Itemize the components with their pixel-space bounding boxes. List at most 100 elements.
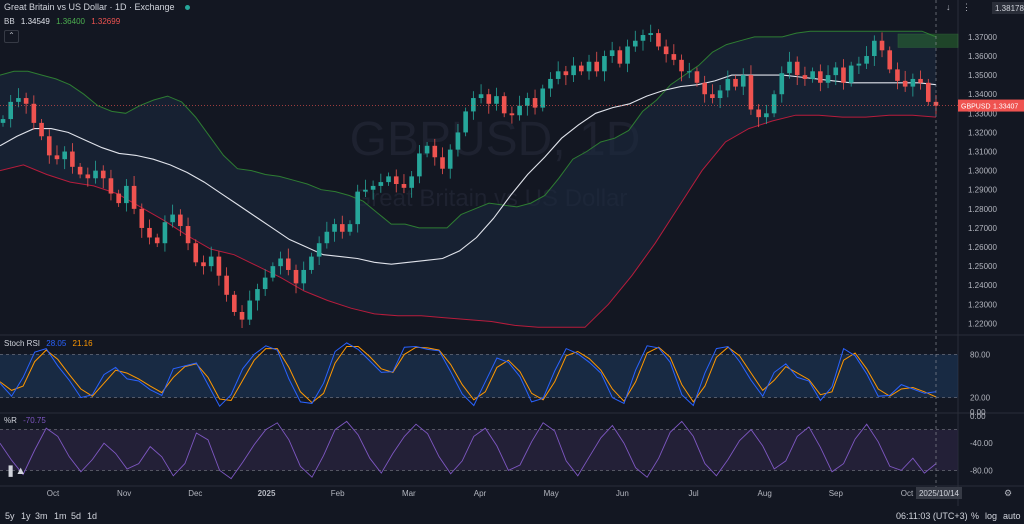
candle-body: [686, 71, 692, 73]
x-tick-label: Oct: [47, 489, 60, 498]
auto-toggle[interactable]: auto: [1003, 511, 1021, 521]
candle-body: [216, 256, 222, 276]
x-tick-label: 2025: [258, 489, 276, 498]
symbol-header[interactable]: Great Britain vs US Dollar · 1D · Exchan…: [4, 2, 191, 12]
candle-body: [393, 176, 399, 185]
range-5y[interactable]: 5y: [5, 511, 15, 521]
candle-body: [455, 132, 461, 150]
bb-legend-name: BB: [4, 17, 15, 26]
stoch-legend-d: 21.16: [72, 339, 93, 348]
x-tick-label: Sep: [829, 489, 844, 498]
candle-body: [124, 185, 129, 204]
range-1m[interactable]: 1m: [54, 511, 67, 521]
highlight-zone: [897, 33, 959, 48]
wr-legend[interactable]: %R -70.75: [4, 416, 50, 425]
candle-body: [401, 184, 407, 188]
candle-body: [0, 119, 6, 123]
range-1y[interactable]: 1y: [21, 511, 31, 521]
candle-body: [108, 178, 114, 194]
candle-body: [262, 277, 268, 290]
price-tick-label: 1.24000: [968, 281, 997, 290]
range-3m[interactable]: 3m: [35, 511, 48, 521]
candle-body: [139, 208, 145, 228]
candle-body: [201, 262, 206, 267]
candle-body: [16, 98, 21, 102]
candle-body: [602, 56, 607, 72]
candle-body: [239, 311, 245, 320]
bb-legend[interactable]: BB 1.34549 1.36400 1.32699: [4, 17, 124, 26]
price-tick-label: 1.26000: [968, 243, 997, 252]
candle-body: [278, 258, 283, 267]
candle-body: [409, 176, 414, 188]
candle-body: [417, 153, 422, 177]
candle-body: [648, 33, 654, 36]
candle-body: [93, 170, 98, 179]
collapse-legend-button[interactable]: ⌃: [4, 30, 19, 43]
top-price-box: [992, 2, 1024, 14]
candle-body: [779, 73, 785, 95]
bb-legend-lower: 1.32699: [91, 17, 121, 26]
stoch-legend[interactable]: Stoch RSI 28.05 21.16: [4, 339, 97, 348]
x-tick-label: Jul: [688, 489, 698, 498]
arrow-down-icon[interactable]: ↓: [946, 2, 951, 12]
candle-body: [147, 227, 152, 238]
bb-legend-basis: 1.34549: [20, 17, 50, 26]
candle-body: [571, 65, 576, 76]
range-1d[interactable]: 1d: [87, 511, 98, 521]
price-label-box: [958, 99, 1024, 112]
candle-body: [378, 182, 384, 186]
candle-body: [756, 109, 761, 118]
candle-body: [463, 111, 468, 133]
log-toggle[interactable]: log: [985, 511, 998, 521]
candle-body: [748, 75, 754, 110]
candle-body: [833, 67, 839, 76]
candle-body: [702, 82, 707, 95]
more-icon[interactable]: ⋮: [962, 2, 971, 12]
x-tick-label: Aug: [758, 489, 772, 498]
candle-body: [170, 214, 175, 223]
top-price-label: 1.38178: [995, 4, 1024, 13]
candle-body: [85, 174, 91, 179]
candle-body: [270, 266, 276, 278]
price-tick-label: 1.35000: [968, 71, 997, 80]
candle-body: [31, 103, 37, 123]
stoch-legend-k: 28.05: [46, 339, 67, 348]
candle-body: [440, 157, 445, 169]
candle-body: [316, 243, 322, 257]
candle-body: [46, 136, 52, 156]
candle-body: [370, 185, 376, 190]
price-tick-label: 1.30000: [968, 167, 997, 176]
stoch-k-line: [0, 342, 937, 408]
candle-body: [54, 155, 60, 160]
bb-band-fill: [0, 31, 936, 328]
candle-body: [100, 170, 106, 179]
candle-body: [594, 61, 600, 72]
price-tick-label: 1.36000: [968, 52, 997, 61]
candle-body: [848, 65, 854, 83]
price-tick-label: 1.37000: [968, 33, 997, 42]
candle-body: [62, 151, 67, 160]
candle-body: [255, 289, 260, 301]
candle-body: [810, 71, 815, 79]
candle-body: [494, 96, 499, 104]
candle-body: [77, 166, 83, 175]
candle-body: [525, 98, 530, 106]
candle-body: [841, 67, 846, 83]
price-label-symbol: GBPUSD: [961, 104, 991, 111]
wr-tick-label: 0.00: [970, 412, 986, 421]
percent-toggle[interactable]: %: [971, 511, 980, 521]
candle-body: [609, 50, 615, 57]
candle-body: [540, 88, 546, 108]
range-5d[interactable]: 5d: [71, 511, 82, 521]
tradingview-logo-icon[interactable]: ❚▲: [6, 465, 27, 477]
stoch-tick-label: 20.00: [970, 394, 991, 403]
candle-body: [154, 237, 160, 244]
candle-body: [771, 94, 777, 114]
candle-body: [178, 214, 183, 227]
stoch-d-line: [0, 346, 937, 404]
candle-body: [910, 78, 916, 87]
candle-body: [293, 269, 299, 284]
clock[interactable]: 06:11:03 (UTC+3): [896, 511, 968, 521]
candle-body: [825, 75, 831, 83]
